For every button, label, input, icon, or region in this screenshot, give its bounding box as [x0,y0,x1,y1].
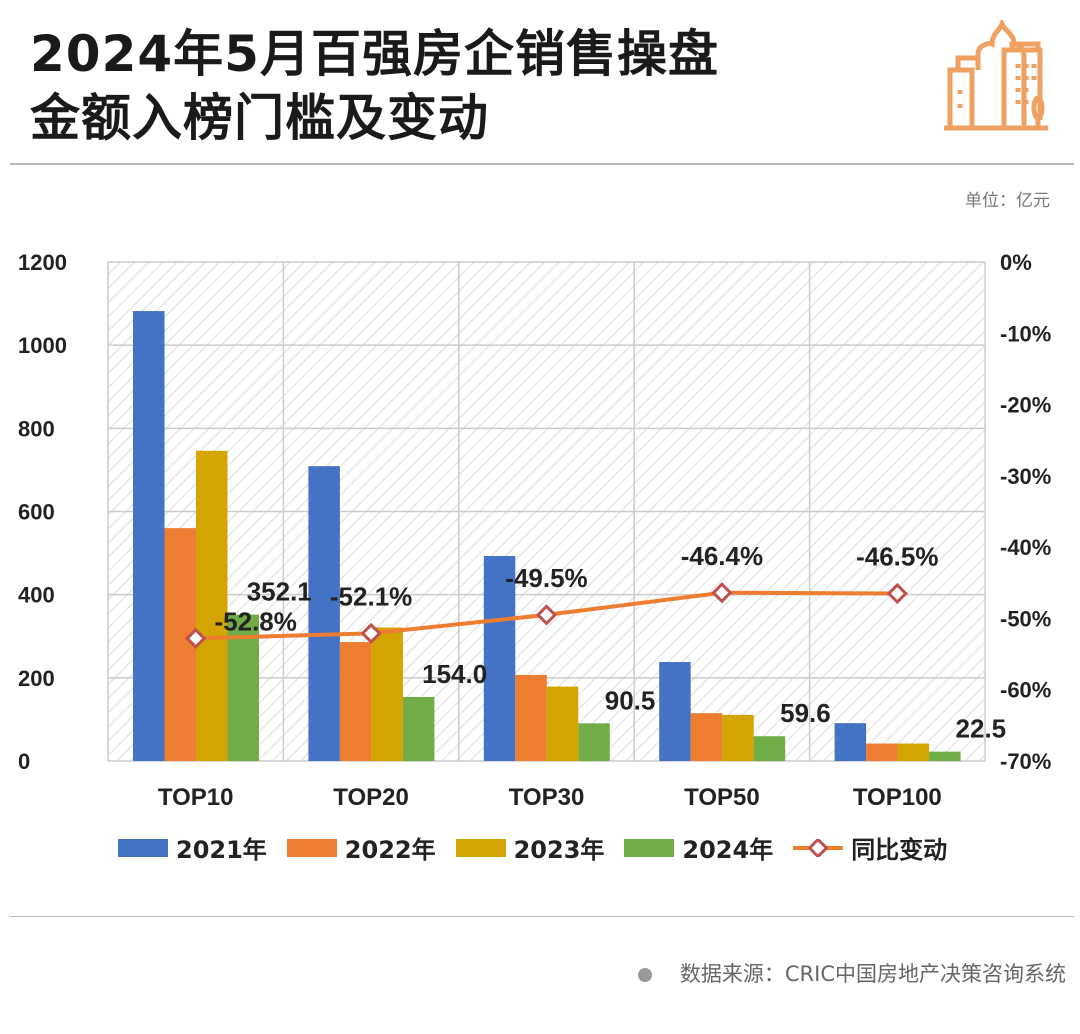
y2-tick-label: -70% [1000,749,1051,774]
bullet-icon [637,968,652,982]
legend-label: 2021年 [176,836,267,864]
bar-2023年-TOP10 [196,450,228,761]
data-label-2024: 22.5 [956,714,1007,744]
legend-swatch [286,838,337,857]
bar-2021年-TOP50 [659,662,691,761]
yoy-marker [360,622,382,645]
bar-2023年-TOP30 [546,686,579,761]
bar-2021年-TOP30 [483,555,516,761]
legend-label: 2022年 [344,836,436,864]
bar-2024年-TOP100 [929,751,961,761]
yoy-marker [185,627,207,649]
data-label-2024: 352.1 [247,577,312,607]
data-label-2024: 154.0 [422,659,487,689]
legend-swatch [624,838,675,857]
page-title: 2024年5月百强房企销售操盘 金额入榜门槛及变动 [30,22,719,150]
x-tick-label: TOP10 [158,784,234,811]
x-tick-label: TOP50 [684,784,760,811]
bar-2022年-TOP100 [866,743,898,761]
yoy-marker [535,604,558,626]
yoy-label: -49.5% [505,563,587,593]
legend-item-2022: 2022年 [286,830,436,865]
y2-tick-label: -40% [1000,535,1051,560]
bar-2021年-TOP20 [308,466,340,761]
divider-bottom [10,916,1074,917]
bar-2024年-TOP20 [402,696,435,761]
chart: 352.1 154.0 90.5 59.6 22.5 -52.8% -52.1% -49.5%… [18,250,1051,811]
bar-2022年-TOP10 [164,528,196,761]
legend-item-2021: 2021年 [118,830,267,865]
bar-2024年-TOP30 [578,723,610,761]
divider-top [10,163,1074,165]
bar-2022年-TOP50 [690,713,723,761]
y-tick-label: 0 [18,749,30,774]
yoy-marker [886,582,908,605]
y2-tick-label: -30% [1000,464,1051,489]
x-tick-label: TOP100 [853,784,942,811]
bar-2021年-TOP100 [834,723,867,761]
bar-2023年-TOP20 [371,627,403,761]
bar-2023年-TOP100 [897,743,930,761]
yoy-label: -46.5% [856,541,938,571]
y-tick-label: 400 [18,583,55,608]
legend-label: 2023年 [513,836,605,864]
y-tick-label: 200 [18,666,55,691]
bar-2021年-TOP10 [133,311,165,761]
y2-tick-label: 0% [1000,250,1032,275]
legend: 2021年 2022年 2023年 2024年 同比变动 [118,830,947,865]
y2-tick-label: -20% [1000,393,1051,418]
unit-label: 单位：亿元 [965,191,1050,211]
x-tick-label: TOP20 [333,784,409,811]
yoy-label: -52.1% [330,581,412,611]
legend-label: 同比变动 [851,836,948,864]
y2-tick-label: -60% [1000,678,1051,703]
legend-item-yoy: 同比变动 [793,830,947,865]
y-tick-label: 1000 [18,333,67,358]
bar-2024年-TOP50 [753,736,786,761]
y2-tick-label: -10% [1000,321,1051,346]
title-line-1: 2024年5月百强房企销售操盘 [30,25,719,83]
legend-line-marker [793,838,844,857]
data-label-2024: 59.6 [780,698,831,728]
source-text: 数据来源：CRIC中国房地产决策咨询系统 [679,962,1066,986]
yoy-label: -46.4% [681,541,763,571]
bar-2022年-TOP20 [339,642,372,761]
bar-2023年-TOP50 [722,714,754,761]
legend-swatch [118,838,168,857]
bar-2022年-TOP30 [515,674,547,761]
y2-tick-label: -50% [1000,606,1051,631]
data-label-2024: 90.5 [605,685,656,715]
x-tick-label: TOP30 [509,784,585,811]
legend-item-2024: 2024年 [624,830,773,865]
yoy-marker [711,582,733,604]
y-tick-label: 600 [18,500,55,525]
yoy-label: -52.8% [215,606,297,636]
source-note: 数据来源：CRIC中国房地产决策咨询系统 [637,958,1066,988]
legend-swatch [455,838,506,857]
legend-label: 2024年 [682,836,774,864]
legend-item-2023: 2023年 [455,830,605,865]
city-buildings-icon [944,20,1048,131]
y-tick-label: 1200 [18,250,67,275]
y-tick-label: 800 [18,416,55,441]
title-line-2: 金额入榜门槛及变动 [30,89,489,147]
